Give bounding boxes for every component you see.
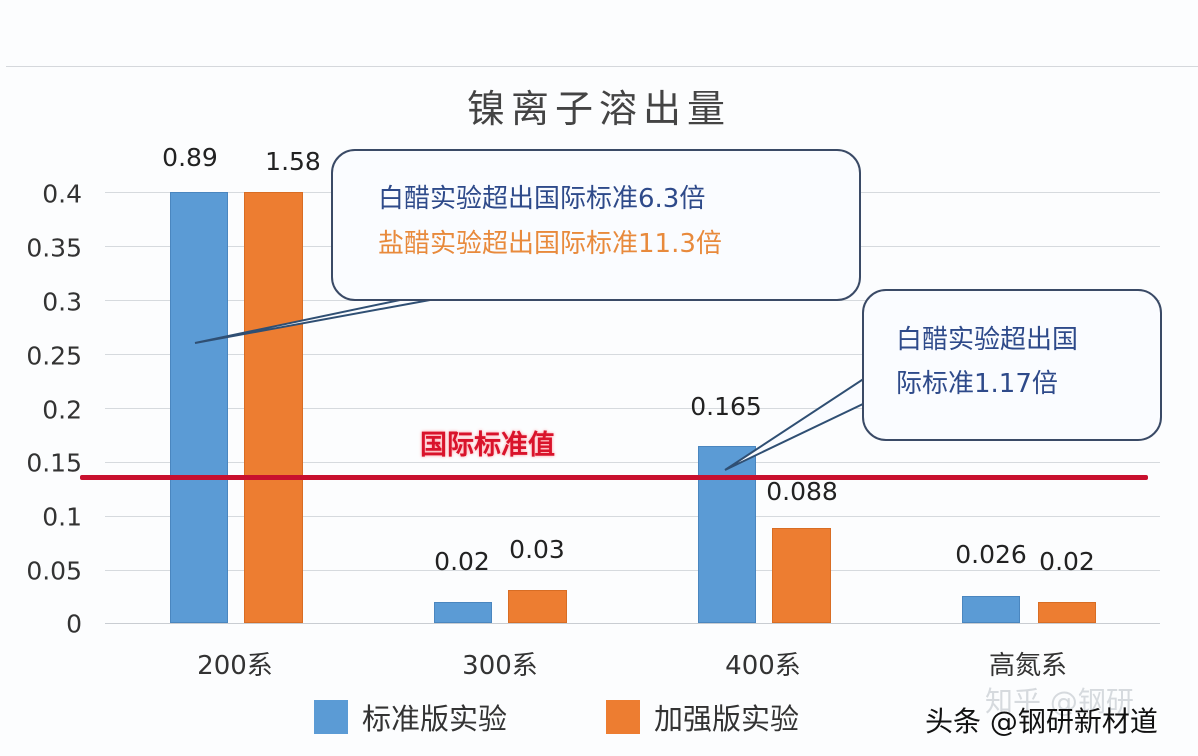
value-label: 0.088 bbox=[766, 477, 838, 506]
y-tick: 0.15 bbox=[26, 448, 82, 478]
y-tick: 0.2 bbox=[42, 395, 82, 425]
value-label: 0.89 bbox=[162, 143, 218, 172]
x-tick: 300系 bbox=[462, 651, 538, 681]
legend-item-enhanced: 加强版实验 bbox=[606, 696, 799, 738]
callout-200-series: 白醋实验超出国际标准6.3倍 盐醋实验超出国际标准11.3倍 bbox=[331, 149, 861, 301]
legend-swatch-orange bbox=[606, 700, 640, 734]
bar-enhanced-high-nitrogen bbox=[1038, 602, 1096, 623]
y-tick: 0.25 bbox=[26, 341, 82, 371]
value-label: 0.02 bbox=[1039, 547, 1095, 576]
gridline bbox=[105, 354, 1160, 355]
value-label: 0.02 bbox=[434, 547, 490, 576]
x-tick: 400系 bbox=[725, 651, 801, 681]
watermark: 头条 @钢研新材道 bbox=[925, 705, 1158, 738]
bar-standard-high-nitrogen bbox=[962, 596, 1020, 623]
bar-enhanced-400 bbox=[772, 528, 831, 623]
ghost-watermark: 知乎 @钢研 bbox=[985, 685, 1134, 718]
bar-enhanced-200 bbox=[244, 192, 303, 623]
international-standard-label: 国际标准值 bbox=[420, 430, 555, 461]
legend-swatch-blue bbox=[314, 700, 348, 734]
x-tick: 200系 bbox=[197, 651, 273, 681]
gridline bbox=[105, 570, 1160, 571]
x-tick: 高氮系 bbox=[988, 651, 1068, 681]
legend-label: 加强版实验 bbox=[654, 702, 800, 736]
bar-enhanced-300 bbox=[508, 590, 567, 623]
gridline bbox=[105, 462, 1160, 463]
gridline bbox=[105, 408, 1160, 409]
callout-line: 白醋实验超出国 bbox=[896, 325, 1079, 355]
y-tick: 0.05 bbox=[26, 556, 82, 586]
top-divider bbox=[6, 66, 1198, 67]
value-label: 0.026 bbox=[955, 540, 1027, 569]
international-standard-line bbox=[80, 475, 1148, 480]
callout-line: 白醋实验超出国际标准6.3倍 bbox=[378, 184, 706, 214]
value-label: 0.03 bbox=[509, 535, 565, 564]
legend-item-standard: 标准版实验 bbox=[314, 696, 507, 738]
chart-title: 镍离子溶出量 bbox=[466, 87, 731, 131]
bar-standard-300 bbox=[434, 602, 492, 623]
bar-standard-200 bbox=[170, 192, 228, 623]
y-tick: 0.4 bbox=[42, 179, 82, 209]
y-tick: 0.1 bbox=[42, 502, 82, 532]
callout-400-series: 白醋实验超出国 际标准1.17倍 bbox=[862, 289, 1162, 441]
callout-line: 盐醋实验超出国际标准11.3倍 bbox=[378, 229, 722, 259]
y-tick: 0.3 bbox=[42, 287, 82, 317]
value-label: 0.165 bbox=[690, 392, 762, 421]
gridline bbox=[105, 516, 1160, 517]
y-tick: 0 bbox=[66, 609, 82, 639]
callout-line: 际标准1.17倍 bbox=[896, 369, 1058, 399]
legend-label: 标准版实验 bbox=[362, 702, 508, 736]
value-label: 1.58 bbox=[265, 147, 321, 176]
y-tick: 0.35 bbox=[26, 233, 82, 263]
x-axis-line bbox=[105, 623, 1160, 624]
